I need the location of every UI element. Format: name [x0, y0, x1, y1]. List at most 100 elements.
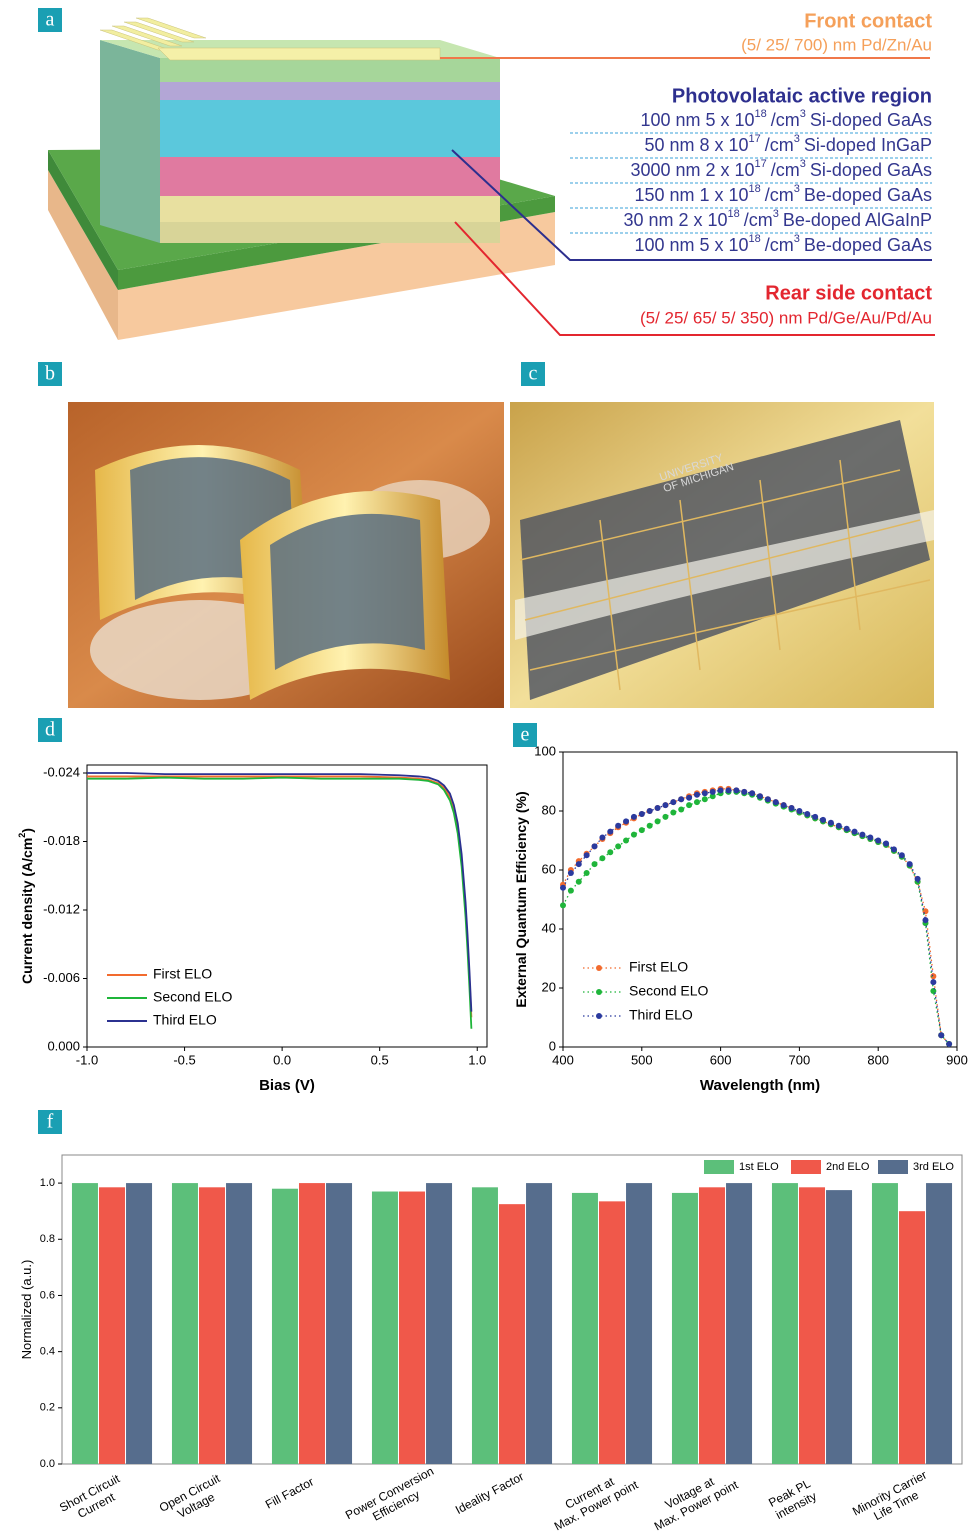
bar	[199, 1187, 225, 1464]
bar	[926, 1183, 952, 1464]
x-tick-label: 700	[789, 1052, 811, 1067]
y-tick-label: 40	[542, 920, 556, 935]
layer-unit-exponent: 3	[794, 233, 800, 245]
bar	[526, 1183, 552, 1464]
front-contact-spec: (5/ 25/ 700) nm Pd/Zn/Au	[741, 35, 932, 54]
x-tick-label: 500	[631, 1052, 653, 1067]
layer-unit: /cm	[765, 135, 794, 155]
y-axis-label: Current density (A/cm2)	[17, 828, 34, 984]
bar	[299, 1183, 325, 1464]
front-contact-title: Front contact	[804, 10, 932, 32]
bar	[126, 1183, 152, 1464]
data-point	[592, 843, 598, 849]
data-point	[741, 789, 747, 795]
data-point	[576, 879, 582, 885]
active-region-title: Photovolataic active region	[672, 85, 932, 107]
data-point	[615, 843, 621, 849]
data-point	[599, 835, 605, 841]
bar	[699, 1187, 725, 1464]
bar	[726, 1183, 752, 1464]
layer-unit-exponent: 3	[800, 158, 806, 170]
layer-unit: /cm	[744, 210, 773, 230]
legend-swatch	[791, 1160, 821, 1174]
bar	[399, 1192, 425, 1464]
data-point	[670, 809, 676, 815]
layer-exponent: 18	[749, 183, 761, 195]
data-point	[678, 807, 684, 813]
layer-dopant: Si-doped InGaP	[804, 135, 932, 155]
layer-amount: 150 nm 1 x 10	[634, 185, 748, 205]
layer-spec: 30 nm 2 x 1018/cm3Be-doped AlGaInP	[623, 208, 932, 230]
data-point	[749, 790, 755, 796]
y-tick-label: 0	[549, 1038, 556, 1053]
bar	[99, 1187, 125, 1464]
x-tick-label: Voltage atMax. Power point	[645, 1465, 741, 1534]
data-point	[568, 870, 574, 876]
y-axis-label: Normalized (a.u.)	[19, 1260, 34, 1360]
layer-amount: 30 nm 2 x 10	[623, 210, 727, 230]
data-point	[607, 829, 613, 835]
legend-label: Second ELO	[153, 989, 232, 1005]
legend-label: Third ELO	[629, 1007, 693, 1023]
bar	[372, 1192, 398, 1464]
x-tick-label: 400	[552, 1052, 574, 1067]
bar	[499, 1204, 525, 1464]
data-point	[844, 826, 850, 832]
data-point	[592, 861, 598, 867]
layer-amount: 3000 nm 2 x 10	[630, 160, 754, 180]
legend-label: Second ELO	[629, 983, 708, 999]
layer-dopant: Be-doped AlGaInP	[783, 210, 932, 230]
layer-amount: 100 nm 5 x 10	[634, 235, 748, 255]
legend-label: 1st ELO	[739, 1161, 779, 1173]
y-tick-label: 80	[542, 802, 556, 817]
y-axis-label-text: External Quantum Efficiency (%)	[513, 791, 529, 1007]
x-tick-label: Fill Factor	[263, 1475, 316, 1512]
data-point	[930, 979, 936, 985]
data-point	[867, 835, 873, 841]
x-tick-label: Power ConversionEfficiency	[343, 1464, 443, 1535]
data-point	[568, 888, 574, 894]
data-point	[584, 870, 590, 876]
x-tick-label: Ideality Factor	[453, 1469, 526, 1517]
layer-unit-exponent: 3	[794, 133, 800, 145]
layer-unit-exponent: 3	[794, 183, 800, 195]
series-line	[87, 776, 471, 1017]
layer-dopant: Be-doped GaAs	[804, 185, 932, 205]
data-point	[639, 811, 645, 817]
data-point	[946, 1041, 952, 1047]
legend-label: First ELO	[629, 959, 688, 975]
x-tick-label: 1.0	[468, 1052, 486, 1067]
y-tick-label: 0.000	[47, 1038, 80, 1053]
panel-label: a	[46, 9, 55, 31]
figure: Front contact (5/ 25/ 700) nm Pd/Zn/Au P…	[0, 0, 974, 1538]
bar	[72, 1183, 98, 1464]
data-point	[702, 796, 708, 802]
legend-marker	[596, 1013, 602, 1019]
photo-b	[68, 402, 504, 708]
data-point	[859, 832, 865, 838]
legend-label: First ELO	[153, 966, 212, 982]
y-tick-label: -0.018	[43, 833, 80, 848]
data-point	[789, 805, 795, 811]
layer-exponent: 18	[755, 108, 767, 120]
data-point	[647, 808, 653, 814]
y-tick-label: -0.024	[43, 764, 80, 779]
y-axis-label-text: Current density (A/cm	[19, 838, 35, 984]
data-point	[891, 846, 897, 852]
bar	[172, 1183, 198, 1464]
legend-label: 2nd ELO	[826, 1161, 870, 1173]
data-point	[710, 789, 716, 795]
data-point	[607, 849, 613, 855]
x-axis-label: Bias (V)	[259, 1077, 315, 1094]
x-tick-label-line: Fill Factor	[263, 1475, 316, 1512]
x-tick-label: Open CircuitVoltage	[157, 1471, 230, 1527]
data-point	[812, 814, 818, 820]
data-point	[662, 814, 668, 820]
legend-marker	[596, 965, 602, 971]
data-point	[560, 902, 566, 908]
data-point	[670, 799, 676, 805]
data-point	[694, 792, 700, 798]
layer-exponent: 17	[755, 158, 767, 170]
bar	[899, 1211, 925, 1464]
legend-label: 3rd ELO	[913, 1161, 954, 1173]
